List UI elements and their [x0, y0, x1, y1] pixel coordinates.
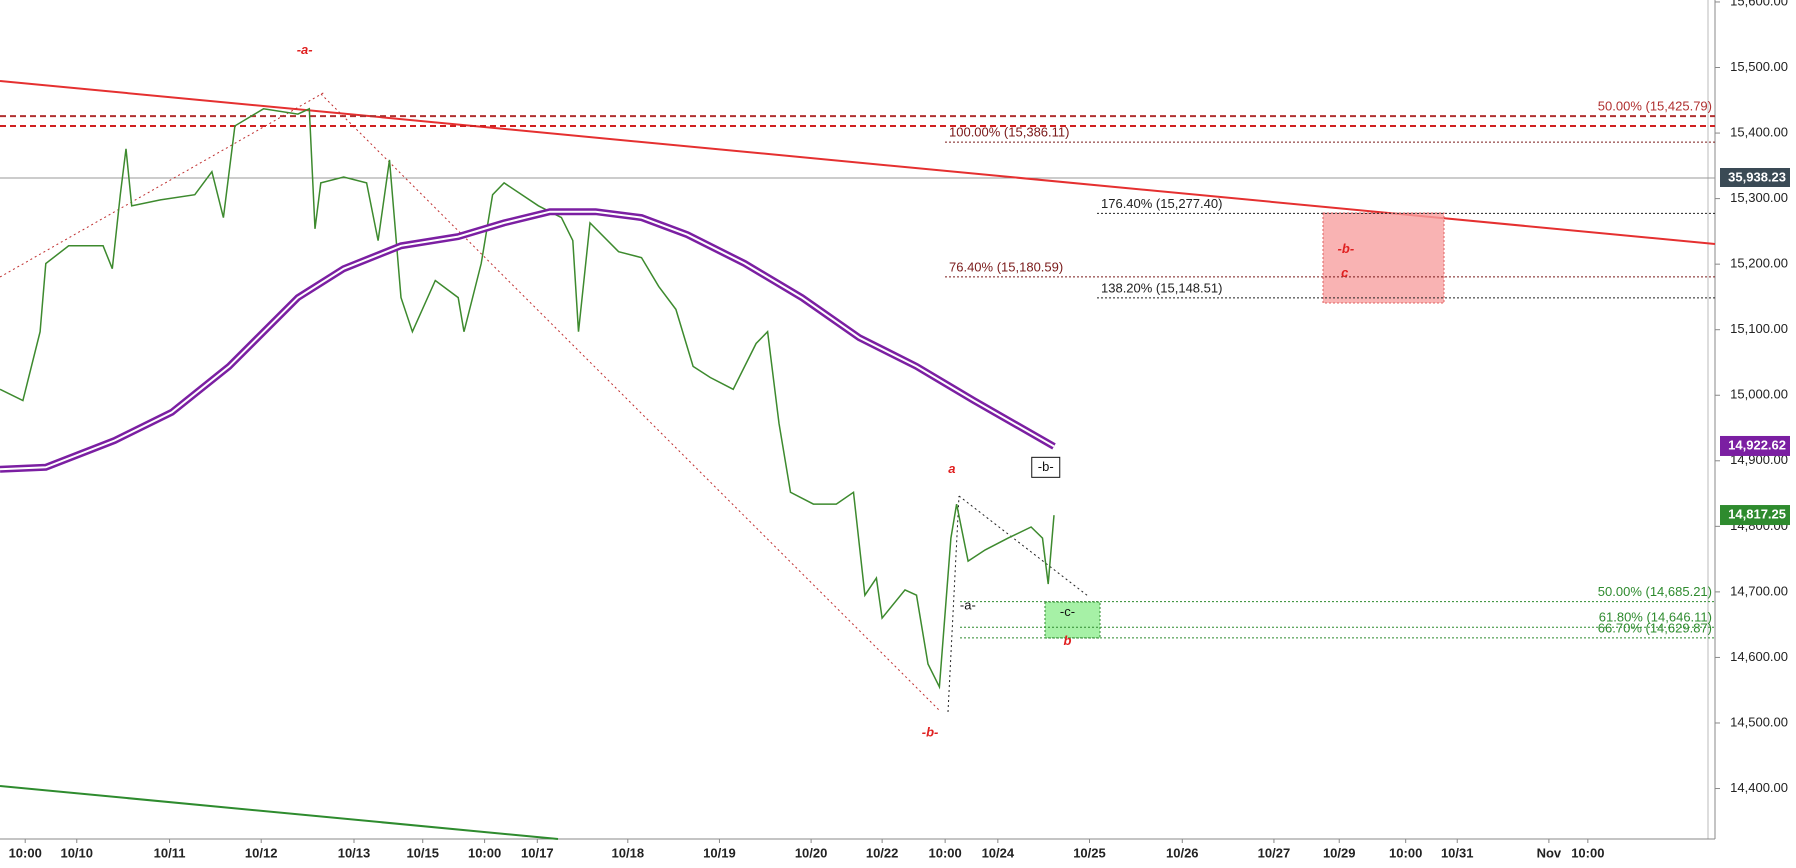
- level-label: 138.20% (15,148.51): [1101, 280, 1222, 295]
- x-tick-label: 10/22: [866, 845, 899, 860]
- level-label: 50.00% (15,425.79): [1598, 99, 1712, 114]
- wave-label: -b-: [922, 724, 939, 739]
- y-tick-label: 14,400.00: [1730, 780, 1788, 795]
- y-tick-label: 14,500.00: [1730, 714, 1788, 729]
- x-tick-label: 10/10: [60, 845, 93, 860]
- wave-label: -a-: [960, 597, 976, 612]
- channel-line: [958, 495, 1089, 597]
- wave-label: -a-: [297, 42, 313, 57]
- level-label: 66.70% (14,629.87): [1598, 620, 1712, 635]
- target-zone: [1322, 212, 1445, 304]
- y-tick-label: 15,500.00: [1730, 59, 1788, 74]
- x-tick-label: 10/29: [1323, 845, 1356, 860]
- wave-label: -c-: [1060, 604, 1075, 619]
- price-line: [0, 107, 1055, 690]
- x-tick-label: 10/17: [521, 845, 554, 860]
- x-tick-label: 10:00: [9, 845, 42, 860]
- channel-line: [0, 91, 326, 278]
- level-label: 100.00% (15,386.11): [949, 125, 1069, 140]
- x-tick-label: Nov: [1537, 845, 1562, 860]
- x-tick-label: 10/15: [406, 845, 439, 860]
- y-tick-label: 15,000.00: [1730, 387, 1788, 402]
- price-tag-bg: [1720, 505, 1790, 526]
- price-tag: 14,817.25: [1728, 506, 1786, 521]
- price-tag-bg: [1720, 435, 1790, 456]
- price-tag: 14,922.62: [1728, 437, 1786, 452]
- y-tick-label: 14,900.00: [1730, 452, 1788, 467]
- y-tick-label: 15,600.00: [1730, 0, 1788, 8]
- wave-label: -b-: [1038, 459, 1054, 474]
- y-tick-label: 14,600.00: [1730, 649, 1788, 664]
- x-tick-label: 10/12: [245, 845, 278, 860]
- x-tick-label: 10/24: [982, 845, 1015, 860]
- x-tick-label: 10/31: [1441, 845, 1474, 860]
- x-tick-label: 10/26: [1166, 845, 1199, 860]
- x-tick-label: 10:00: [1389, 845, 1422, 860]
- channel-line: [947, 495, 960, 713]
- reference-tag-bg: [1720, 168, 1790, 187]
- wave-label: b: [1064, 633, 1072, 648]
- moving-average-inner: [0, 210, 1055, 471]
- level-label: 61.80% (14,646.11): [1599, 610, 1712, 625]
- x-tick-label: 10:00: [468, 845, 501, 860]
- y-tick-label: 15,100.00: [1730, 321, 1788, 336]
- y-tick-label: 15,400.00: [1730, 124, 1788, 139]
- x-tick-label: 10/19: [703, 845, 736, 860]
- x-tick-label: 10/20: [795, 845, 828, 860]
- wave-label: a: [948, 461, 955, 476]
- channel-line: [320, 93, 940, 711]
- x-tick-label: 10:00: [929, 845, 962, 860]
- target-zone: [1044, 601, 1101, 639]
- wave-label: c: [1341, 265, 1349, 280]
- x-tick-label: 10:00: [1571, 845, 1604, 860]
- level-label: 176.40% (15,277.40): [1101, 196, 1222, 211]
- annotation-box: [1031, 456, 1061, 478]
- x-tick-label: 10/18: [612, 845, 645, 860]
- x-tick-label: 10/13: [338, 845, 371, 860]
- x-tick-label: 10/27: [1258, 845, 1291, 860]
- reference-tag: 35,938.23: [1728, 169, 1786, 184]
- level-label: 76.40% (15,180.59): [949, 259, 1063, 274]
- y-tick-label: 14,700.00: [1730, 583, 1788, 598]
- wave-label: -b-: [1338, 241, 1355, 256]
- y-tick-label: 15,300.00: [1730, 190, 1788, 205]
- y-tick-label: 15,200.00: [1730, 256, 1788, 271]
- x-tick-label: 10/11: [154, 845, 186, 860]
- level-label: 50.00% (14,685.21): [1598, 584, 1712, 599]
- trend-line: [0, 785, 559, 840]
- x-tick-label: 10/25: [1073, 845, 1106, 860]
